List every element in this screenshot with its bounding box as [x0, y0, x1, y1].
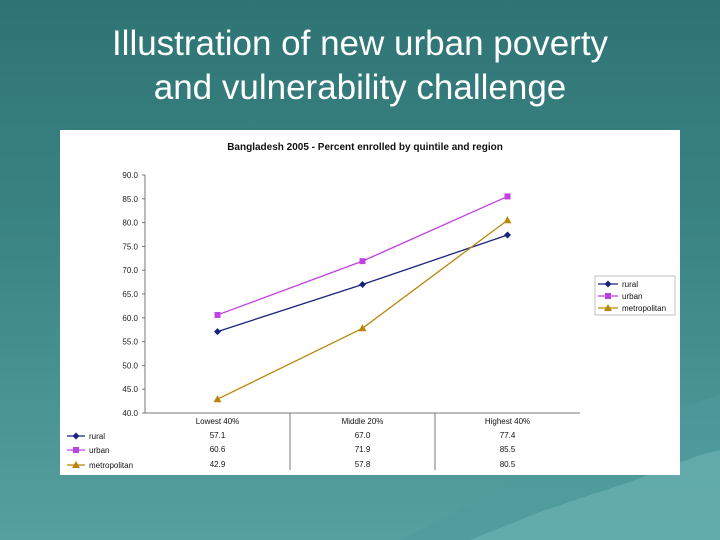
y-tick-label: 45.0 [122, 385, 138, 394]
data-label: 80.5 [500, 460, 516, 469]
table-legend-marker [73, 447, 79, 453]
chart-axes: 90.0 85.0 80.0 75.0 70.0 65.0 60.0 55.0 50.0 45.0… [122, 171, 580, 418]
slide-title-line-1: Illustration of new urban poverty [111, 24, 609, 63]
y-tick-label: 80.0 [122, 219, 138, 228]
data-point-metropolitan [503, 216, 512, 224]
data-label: 77.4 [500, 431, 516, 440]
y-tick-label: 85.0 [122, 195, 138, 204]
table-series-name: urban [89, 446, 109, 455]
category-label: Middle 20% [342, 417, 384, 426]
legend-marker [604, 280, 612, 288]
y-tick-label: 50.0 [122, 361, 138, 370]
data-point-rural [359, 280, 366, 288]
data-point-metropolitan [358, 324, 367, 332]
slide-title-line-2: and vulnerability challenge [153, 68, 567, 107]
data-table: Lowest 40% Middle 20% Highest 40% rural 57.1… [67, 413, 530, 470]
legend-marker [605, 293, 611, 299]
y-tick-label: 75.0 [122, 242, 138, 251]
data-label: 57.1 [210, 431, 226, 440]
data-label: 60.6 [210, 445, 226, 454]
data-label: 42.9 [210, 460, 226, 469]
y-tick-label: 65.0 [122, 290, 138, 299]
category-label: Lowest 40% [196, 417, 240, 426]
table-legend-marker [72, 461, 80, 468]
slide-title: Illustration of new urban poverty and vu… [20, 22, 700, 110]
data-point-urban [214, 311, 221, 318]
data-point-rural [214, 328, 221, 336]
chart-markers [213, 193, 512, 403]
y-tick-label: 60.0 [122, 314, 138, 323]
legend-marker [604, 304, 612, 311]
legend-label: urban [622, 292, 642, 301]
chart-legend: rural urban metropolitan [594, 275, 676, 316]
data-label: 57.8 [355, 460, 371, 469]
category-label: Highest 40% [485, 417, 530, 426]
legend-label: rural [622, 280, 638, 289]
legend-label: metropolitan [622, 304, 666, 313]
data-point-rural [504, 231, 511, 239]
data-label: 67.0 [355, 431, 371, 440]
table-series-name: rural [89, 432, 105, 441]
y-tick-label: 70.0 [122, 266, 138, 275]
data-point-metropolitan [213, 395, 222, 403]
data-point-urban [504, 193, 511, 200]
chart-area [60, 130, 680, 475]
data-label: 85.5 [500, 445, 516, 454]
table-legend-marker [72, 432, 80, 440]
table-series-name: metropolitan [89, 461, 133, 470]
y-tick-label: 90.0 [122, 171, 138, 180]
data-point-urban [359, 258, 366, 265]
y-tick-label: 40.0 [122, 409, 138, 418]
y-tick-label: 55.0 [122, 338, 138, 347]
chart-title: Bangladesh 2005 - Percent enrolled by qu… [227, 142, 503, 153]
data-label: 71.9 [355, 445, 371, 454]
